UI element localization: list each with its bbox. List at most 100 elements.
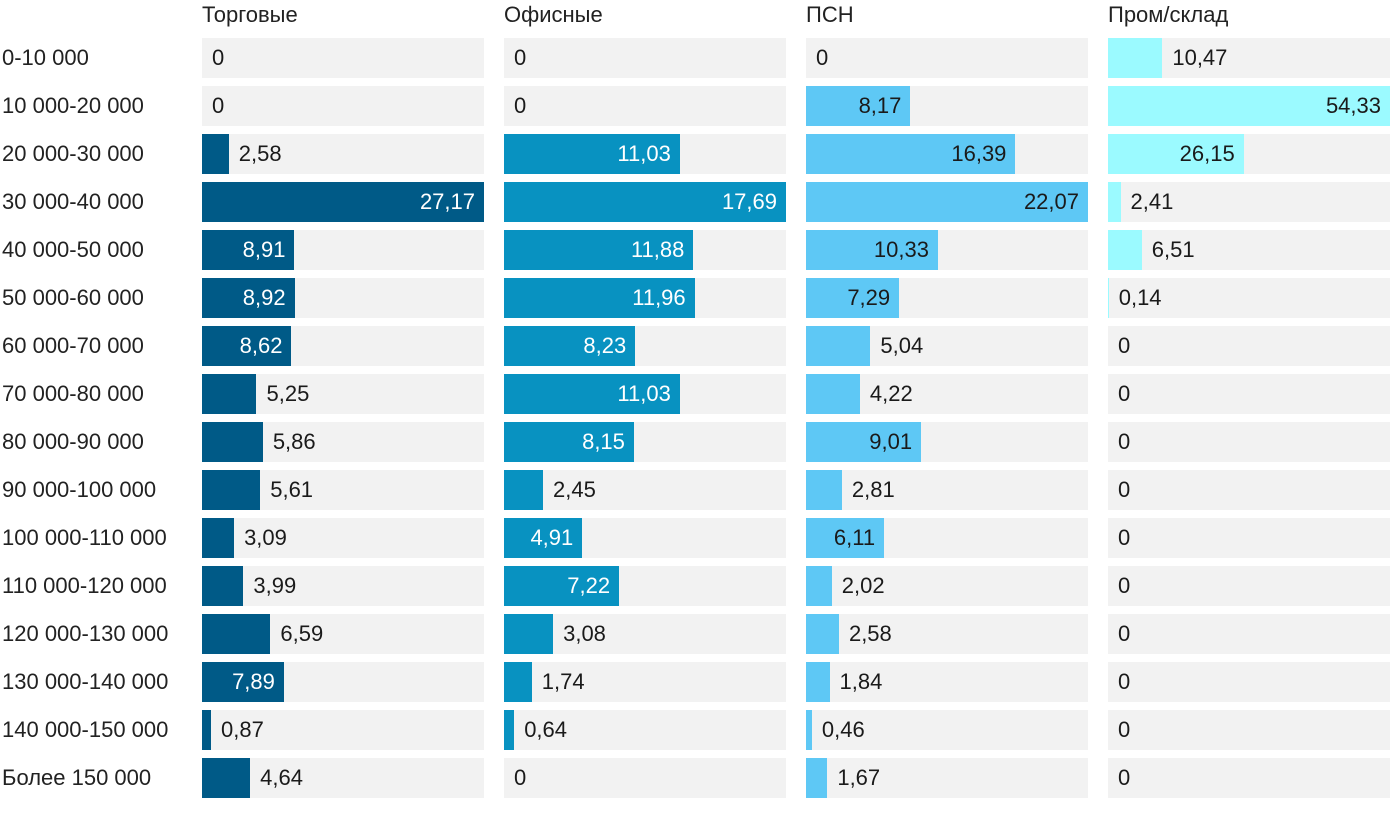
category-label: 20 000-30 000 [2, 141, 144, 166]
bar [504, 710, 515, 750]
bar [202, 182, 484, 222]
bar [202, 134, 229, 174]
data-label: 2,58 [238, 141, 282, 166]
bar [504, 278, 695, 318]
bar-track: 1,74 [504, 662, 786, 702]
bar-track: 16,39 [806, 134, 1088, 174]
bar-track: 6,51 [1108, 230, 1390, 270]
data-label: 0 [1118, 525, 1131, 550]
bar [806, 614, 839, 654]
data-label: 11,88 [630, 237, 685, 262]
bar-track: 0 [1108, 662, 1390, 702]
bar-track: 1,84 [806, 662, 1088, 702]
data-label: 7,29 [847, 285, 891, 310]
data-label: 26,15 [1179, 141, 1235, 166]
bar [202, 662, 284, 702]
category-label: 10 000-20 000 [2, 93, 144, 118]
bar-track: 11,03 [504, 374, 786, 414]
bar [1108, 230, 1142, 270]
bar-track: 5,25 [202, 374, 484, 414]
data-label: 0 [1118, 333, 1131, 358]
bar-track: 10,47 [1108, 38, 1390, 78]
data-label: 16,39 [951, 141, 1007, 166]
bar [202, 518, 235, 558]
bar-track: 7,29 [806, 278, 1088, 318]
data-label: 0,87 [221, 717, 264, 742]
bar [202, 758, 251, 798]
bar [202, 278, 295, 318]
bar-track: 10,33 [806, 230, 1088, 270]
category-label: 120 000-130 000 [2, 621, 169, 646]
category-label: 140 000-150 000 [2, 717, 169, 742]
bar [806, 566, 832, 606]
bar-track: 5,04 [806, 326, 1088, 366]
bar [806, 278, 900, 318]
bar [1108, 182, 1121, 222]
data-label: 2,81 [851, 477, 895, 502]
bar-track: 0 [202, 38, 484, 78]
category-label: Более 150 000 [2, 765, 152, 790]
data-label: 7,22 [567, 573, 611, 598]
bar-track: 0 [1108, 710, 1390, 750]
data-label: 0 [514, 45, 527, 70]
data-label: 8,91 [242, 237, 286, 262]
data-label: 0 [514, 765, 527, 790]
data-label: 3,08 [563, 621, 606, 646]
bar [806, 470, 842, 510]
column-header: ПСН [806, 2, 854, 27]
bar-track: 22,07 [806, 182, 1088, 222]
data-label: 1,74 [541, 669, 585, 694]
bar-track: 0 [504, 86, 786, 126]
bar-track: 11,03 [504, 134, 786, 174]
data-label: 9,01 [869, 429, 913, 454]
category-label: 110 000-120 000 [2, 573, 167, 598]
bar [806, 86, 911, 126]
bar-track: 0 [1108, 518, 1390, 558]
bar [504, 374, 680, 414]
data-label: 8,15 [582, 429, 625, 454]
data-label: 0 [1118, 429, 1131, 454]
bar-track: 11,88 [504, 230, 786, 270]
data-label: 11,03 [617, 381, 671, 406]
category-label: 50 000-60 000 [2, 285, 144, 310]
data-label: 0 [1118, 765, 1131, 790]
data-label: 6,11 [833, 525, 876, 550]
data-label: 0 [1118, 477, 1131, 502]
data-label: 8,62 [239, 333, 283, 358]
data-label: 1,67 [837, 765, 881, 790]
data-label: 5,61 [270, 477, 314, 502]
data-label: 10,47 [1172, 45, 1228, 70]
bar [504, 614, 554, 654]
bar-track: 8,92 [202, 278, 484, 318]
data-label: 2,41 [1130, 189, 1174, 214]
bar-track: 2,45 [504, 470, 786, 510]
bar [806, 230, 938, 270]
category-label: 100 000-110 000 [2, 525, 167, 550]
data-label: 0 [1118, 573, 1131, 598]
bar-track: 2,02 [806, 566, 1088, 606]
bar [504, 518, 583, 558]
bar-track: 2,58 [202, 134, 484, 174]
data-label: 3,99 [253, 573, 297, 598]
category-label: 80 000-90 000 [2, 429, 144, 454]
data-label: 0 [514, 93, 527, 118]
data-label: 4,22 [869, 381, 913, 406]
bar [806, 662, 830, 702]
bar-track: 0 [504, 38, 786, 78]
data-label: 2,58 [848, 621, 892, 646]
bar-track: 0 [1108, 374, 1390, 414]
data-label: 0,14 [1118, 285, 1162, 310]
bar-track: 0 [806, 38, 1088, 78]
bar [1108, 86, 1390, 126]
bar-track: 1,67 [806, 758, 1088, 798]
bar-track: 5,86 [202, 422, 484, 462]
bar [202, 374, 257, 414]
data-label: 0 [1118, 621, 1131, 646]
data-label: 11,96 [632, 285, 686, 310]
bar-track: 7,89 [202, 662, 484, 702]
data-label: 0 [1118, 669, 1131, 694]
column-header: Офисные [504, 2, 603, 27]
bar-track: 0 [1108, 470, 1390, 510]
bar-track: 0 [1108, 326, 1390, 366]
